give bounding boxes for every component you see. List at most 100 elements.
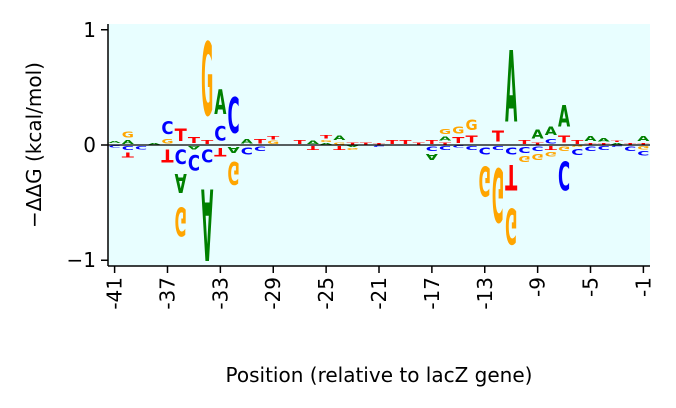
glyph-A-pos-40: A (122, 139, 134, 145)
glyph-C-pos-31: C (241, 144, 253, 156)
glyph-T-pos-18: T (413, 142, 426, 145)
glyph-A-pos-26: A (307, 140, 319, 145)
glyph-G-pos-29: G (267, 140, 279, 145)
glyph-T-pos-6: T (571, 140, 583, 146)
glyph-G-pos-11: G (505, 196, 517, 254)
glyph-A-pos-32: A (228, 145, 241, 155)
glyph-C-pos-32: C (228, 88, 240, 146)
glyph-A-pos-38: A (148, 143, 161, 145)
glyph-C-pos-37: C (161, 118, 173, 139)
glyph-T-pos-4: T (598, 143, 611, 145)
y-tick-label: −1 (67, 248, 96, 272)
glyph-G-pos-40: G (122, 130, 134, 139)
x-tick-label: -5 (579, 277, 603, 297)
glyph-T-pos-35: T (188, 136, 201, 145)
glyph-G-pos-16: G (439, 128, 451, 136)
glyph-C-pos-41: C (109, 145, 121, 148)
x-tick-label: -25 (314, 277, 338, 310)
glyph-G-pos-9: G (532, 152, 544, 161)
glyph-G-pos-24: G (333, 142, 345, 146)
glyph-T-pos-27: T (294, 140, 306, 146)
glyph-C-pos-40: C (122, 145, 134, 151)
glyph-T-pos-14: T (465, 134, 477, 145)
glyph-T-pos-26: T (307, 145, 319, 151)
x-tick-label: -21 (367, 277, 391, 310)
glyph-T-pos-24: T (333, 145, 345, 151)
glyph-G-pos-34: G (201, 21, 213, 139)
glyph-C-pos-14: C (465, 145, 477, 151)
glyph-A-pos-3: A (611, 143, 624, 145)
glyph-A-pos-35: A (188, 145, 200, 150)
glyph-A-pos-16: A (439, 136, 451, 142)
x-tick-label: -37 (155, 277, 179, 310)
glyph-C-pos-39: C (135, 145, 147, 150)
glyph-T-pos-15: T (452, 136, 465, 145)
glyph-C-pos-5: C (584, 145, 596, 152)
glyph-G-pos-12: G (492, 150, 504, 236)
glyph-C-pos-2: C (624, 145, 636, 152)
glyph-C-pos-21: C (373, 145, 385, 147)
glyph-T-pos-3: T (611, 140, 624, 142)
glyph-A-pos-1: A (637, 135, 650, 143)
glyph-A-pos-33: A (214, 84, 227, 122)
glyph-A-pos-7: A (558, 99, 571, 134)
glyph-C-pos-4: C (598, 145, 610, 151)
glyph-A-pos-25: A (320, 143, 333, 145)
glyph-A-pos-36: A (175, 167, 188, 197)
glyph-G-pos-32: G (228, 154, 240, 191)
glyph-C-pos-35: C (188, 149, 200, 175)
x-tick-label: -9 (526, 277, 550, 297)
glyph-T-pos-1: T (637, 143, 650, 145)
x-tick-label: -1 (631, 277, 655, 297)
glyph-A-pos-17: A (426, 152, 439, 162)
glyph-C-pos-11: C (505, 144, 517, 156)
glyph-G-pos-25: G (320, 139, 332, 143)
glyph-G-pos-23: G (346, 147, 358, 151)
glyph-G-pos-13: G (479, 156, 491, 204)
glyph-T-pos-23: T (346, 142, 359, 145)
x-axis-ticks: -41 -37 -33 -29 -25 -21 -17 -13 -9 -5 -1 (103, 266, 655, 310)
glyph-G-pos-15: G (452, 124, 464, 136)
x-tick-label: -41 (103, 277, 127, 310)
glyph-T-pos-10: T (518, 140, 530, 146)
glyph-G-pos-1: G (637, 145, 649, 150)
glyph-T-pos-21: T (373, 143, 386, 145)
glyph-C-pos-17: C (426, 145, 438, 152)
glyph-C-pos-34: C (201, 144, 213, 165)
glyph-A-pos-5: A (584, 135, 597, 143)
glyph-G-pos-14: G (465, 119, 477, 134)
glyph-T-pos-2: T (624, 143, 637, 145)
glyph-T-pos-20: T (386, 140, 398, 146)
glyph-T-pos-7: T (558, 134, 570, 145)
glyph-T-pos-29: T (267, 136, 279, 141)
glyph-T-pos-17: T (426, 140, 438, 146)
glyph-G-pos-6: G (571, 145, 583, 147)
glyph-A-pos-34: A (201, 166, 213, 281)
glyph-A-pos-9: A (532, 128, 545, 142)
glyph-A-pos-11: A (505, 31, 517, 146)
y-tick-label: 1 (83, 18, 96, 42)
glyph-C-pos-15: C (452, 145, 464, 148)
glyph-T-pos-34: T (201, 140, 213, 146)
glyph-T-pos-40: T (122, 150, 135, 158)
glyph-C-pos-36: C (175, 144, 187, 167)
glyph-C-pos-6: C (571, 147, 583, 156)
glyph-A-pos-24: A (333, 135, 346, 142)
glyph-T-pos-19: T (399, 140, 411, 146)
glyph-C-pos-8: C (545, 138, 557, 145)
glyph-T-pos-11: T (505, 156, 517, 195)
glyph-T-pos-16: T (439, 142, 452, 145)
glyph-T-pos-25: T (320, 135, 332, 140)
glyph-C-pos-16: C (439, 145, 451, 151)
glyph-G-pos-36: G (175, 197, 187, 243)
glyph-C-pos-7: C (558, 151, 570, 197)
logo-glyphs: TACAGCTTCAGCTTCAGTACTGCACATCAGACTCGTTTAT… (109, 21, 651, 280)
glyph-A-pos-4: A (598, 138, 610, 143)
glyph-C-pos-9: C (532, 145, 544, 152)
glyph-G-pos-37: G (161, 138, 173, 145)
glyph-C-pos-1: C (637, 150, 649, 157)
glyph-A-pos-23: A (346, 145, 359, 147)
glyph-G-pos-7: G (558, 145, 570, 152)
glyph-T-pos-37: T (161, 144, 174, 164)
